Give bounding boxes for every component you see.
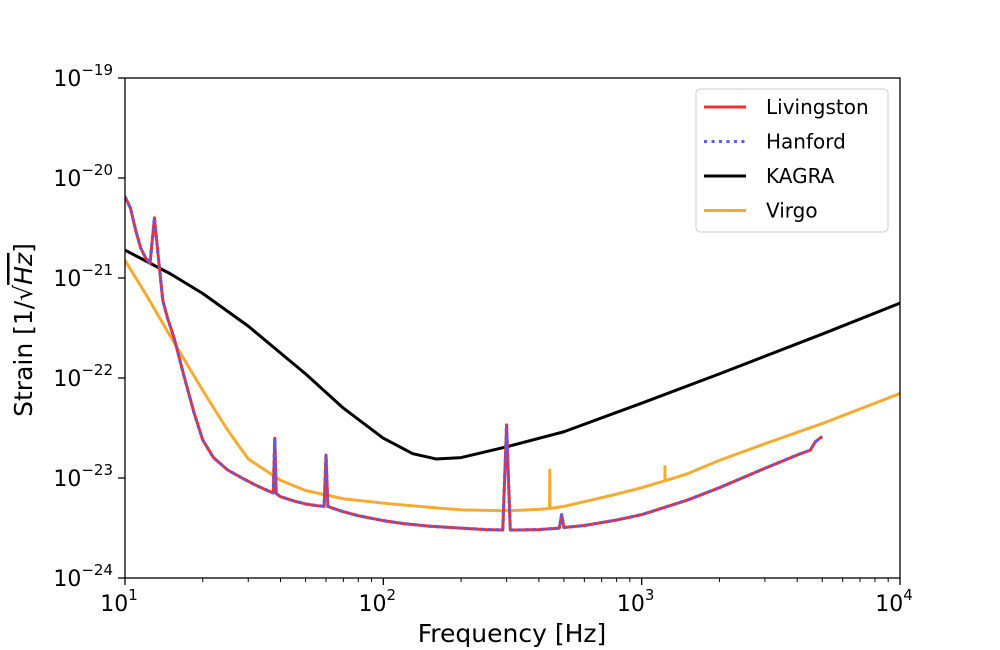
series-line-hanford	[125, 196, 824, 532]
series-line-livingston	[125, 196, 824, 532]
series-line-virgo	[125, 259, 900, 513]
y-axis-label-radicand: Hz	[9, 252, 38, 285]
x-axis-label: Frequency [Hz]	[418, 619, 607, 648]
plot-area	[124, 77, 901, 579]
legend-label-kagra: KAGRA	[766, 164, 835, 188]
y-tick-label: 10−20	[53, 161, 113, 192]
x-tick-label: 101	[100, 586, 138, 617]
series-lines	[125, 196, 900, 532]
y-tick-label: 10−21	[53, 261, 113, 292]
x-tick-label: 103	[617, 586, 655, 617]
x-tick-label: 102	[359, 586, 397, 617]
legend-label-livingston: Livingston	[766, 95, 869, 119]
y-tick-label: 10−19	[53, 61, 113, 92]
y-axis-ticks: 10−24 10−23 10−22 10−21 10−20 10−19	[53, 61, 125, 592]
axes-frame	[124, 77, 901, 579]
y-axis-label-radical: √	[9, 285, 38, 301]
legend-box	[695, 88, 889, 233]
y-axis-label-prefix: Strain [1/	[9, 300, 38, 417]
y-tick-label: 10−24	[53, 561, 113, 592]
legend-label-virgo: Virgo	[766, 199, 818, 223]
legend: Livingston Hanford KAGRA Virgo	[695, 88, 889, 233]
x-axis-ticks: 101 102 103 104	[100, 578, 913, 617]
y-tick-label: 10−22	[53, 361, 113, 392]
series-line-kagra	[125, 248, 900, 461]
y-axis-label-suffix: ]	[9, 243, 38, 253]
svg-text:Strain [1/√Hz]: Strain [1/√Hz]	[9, 243, 38, 417]
x-tick-label: 104	[875, 586, 913, 617]
y-axis-label: Strain [1/√Hz]	[9, 243, 38, 417]
y-tick-label: 10−23	[53, 461, 113, 492]
legend-label-hanford: Hanford	[766, 130, 846, 154]
